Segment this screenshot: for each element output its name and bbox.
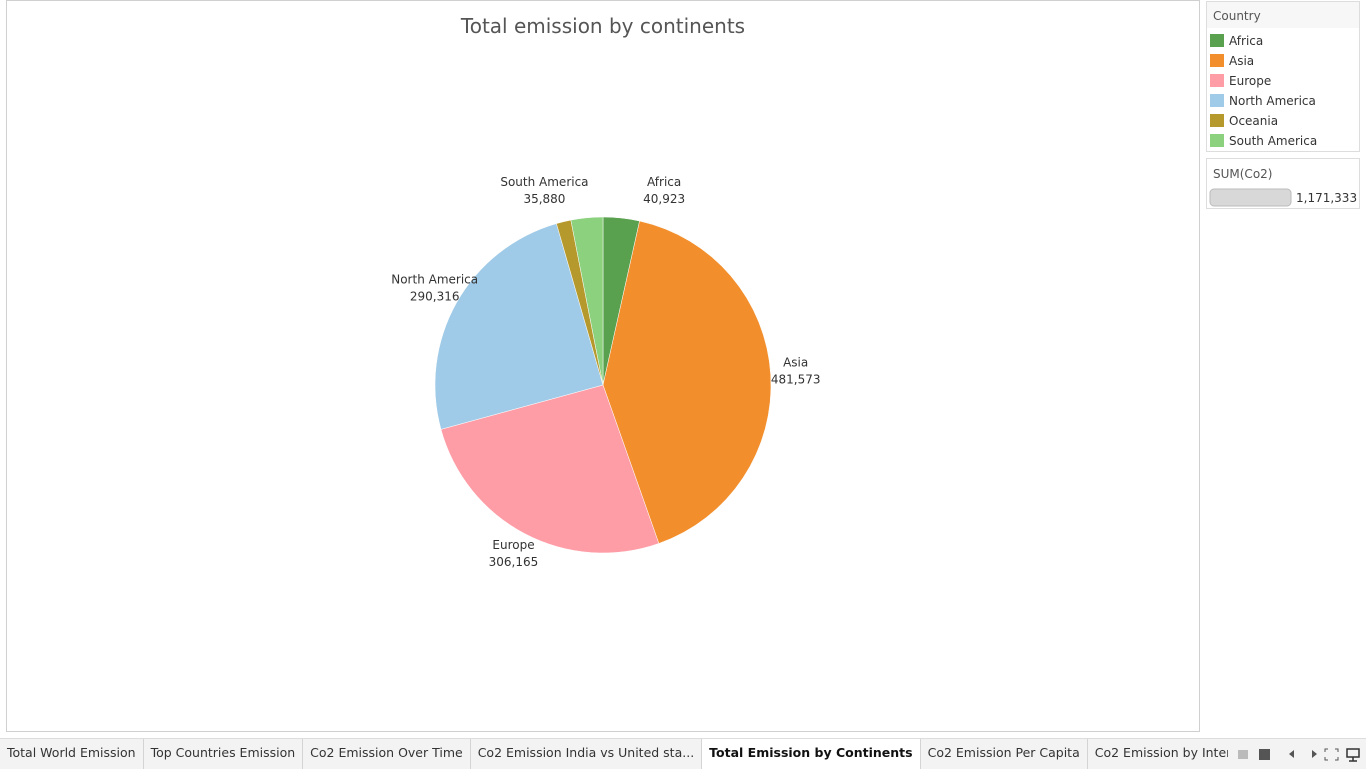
sheet-tab[interactable]: Co2 Emission by International F... [1088,739,1228,769]
legend-swatch [1210,134,1224,147]
legend-label: Africa [1229,34,1263,48]
slice-label-name: Europe [492,538,534,552]
legend-swatch [1210,94,1224,107]
size-legend-title: SUM(Co2) [1213,167,1272,181]
icon-grid[interactable] [1238,750,1248,759]
sheet-tab[interactable]: Co2 Emission Over Time [303,739,471,769]
icon-prev[interactable] [1289,750,1294,758]
chart-frame [6,0,1200,732]
sheet-tab[interactable]: Total World Emission [0,739,144,769]
legend-label: Europe [1229,74,1271,88]
sheet-tab[interactable]: Co2 Emission Per Capita [921,739,1088,769]
tab-icons [1238,748,1360,762]
legend-title: Country [1213,9,1261,23]
icon-next[interactable] [1312,750,1317,758]
sheet-tab[interactable]: Co2 Emission India vs United sta... [471,739,703,769]
slice-label-value: 290,316 [410,290,460,304]
legend-header [1207,2,1359,28]
slice-label-name: North America [391,273,478,287]
icon-present[interactable] [1346,748,1360,762]
icon-fullscreen[interactable] [1324,748,1339,761]
slice-label-name: South America [500,175,588,189]
legend-swatch [1210,34,1224,47]
legend-label: South America [1229,134,1317,148]
slice-label-value: 40,923 [643,192,685,206]
size-legend-swatch [1209,188,1292,207]
legend-label: North America [1229,94,1316,108]
size-legend-label: 1,171,333 [1296,191,1357,205]
sheet-tabs: Total World Emission Top Countries Emissi… [0,738,1228,769]
legend-label: Asia [1229,54,1254,68]
pie-slice [440,384,660,554]
slice-label-name: Africa [647,175,681,189]
icon-single[interactable] [1259,749,1270,760]
slice-label-value: 306,165 [489,555,539,569]
pie-slice [434,223,604,430]
slice-label-value: 35,880 [523,192,565,206]
chart-title: Total emission by continents [460,14,745,38]
sheet-tab[interactable]: Top Countries Emission [144,739,304,769]
sheet-tab[interactable]: Total Emission by Continents [702,739,921,769]
slice-label-name: Asia [783,355,808,369]
pie-slice [602,220,772,544]
legend-swatch [1210,74,1224,87]
chart: Total emission by continents Country SUM… [6,0,1360,732]
pie-slice [570,216,604,386]
slice-label-value: 481,573 [771,372,821,386]
legend-label: Oceania [1229,114,1278,128]
tab-controls [1228,738,1366,769]
legend-swatch [1210,114,1224,127]
legend-swatch [1210,54,1224,67]
